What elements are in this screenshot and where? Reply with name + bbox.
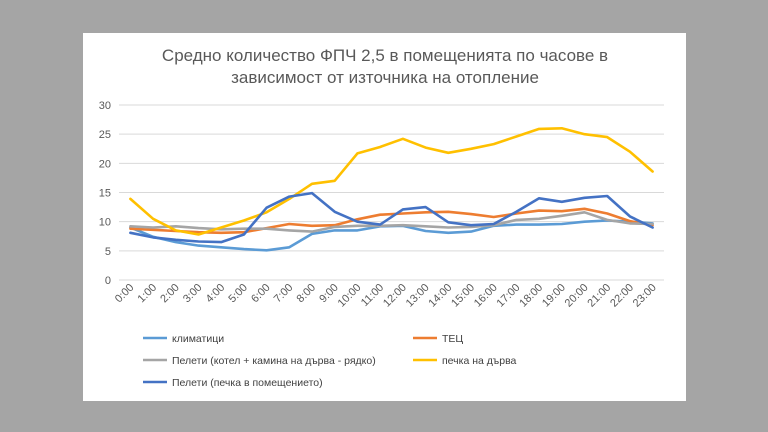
legend-entry: Пелети (печка в помещението)	[143, 377, 323, 389]
y-tick-label: 0	[105, 275, 111, 287]
x-tick-label: 4:00	[204, 282, 228, 306]
series-line-1	[129, 207, 654, 235]
x-tick-label: 21:00	[585, 282, 613, 310]
x-tick-label: 19:00	[540, 282, 568, 310]
legend-entry: Пелети (котел + камина на дърва - рядко)	[143, 355, 376, 367]
x-tick-label: 11:00	[359, 282, 386, 309]
x-tick-label: 2:00	[158, 282, 182, 306]
x-tick-label: 17:00	[495, 282, 523, 310]
y-tick-label: 5	[105, 246, 111, 258]
y-tick-label: 10	[99, 217, 111, 229]
x-tick-label: 7:00	[272, 282, 296, 306]
x-tick-label: 0:00	[113, 282, 137, 306]
legend-label: печка на дърва	[442, 355, 517, 367]
chart-title-line-2: зависимост от източника на отопление	[231, 68, 539, 87]
x-tick-label: 16:00	[472, 282, 500, 310]
legend-label: Пелети (котел + камина на дърва - рядко)	[172, 355, 376, 367]
legend-label: ТЕЦ	[442, 333, 463, 345]
series-line-4	[129, 191, 654, 244]
series-line-3	[129, 127, 654, 236]
legend: климатици ТЕЦ Пелети (котел + камина на дъ…	[143, 333, 517, 389]
x-tick-label: 22:00	[608, 282, 636, 310]
x-axis-ticks: 0:00 1:00 2:00 3:00 4:00 5:00 6:00 7:00 8:00 9:00…	[113, 282, 659, 310]
y-tick-label: 15	[99, 188, 111, 200]
y-tick-label: 20	[99, 158, 111, 170]
x-tick-label: 6:00	[249, 282, 273, 306]
series-lines	[129, 127, 654, 252]
x-tick-label: 3:00	[181, 282, 205, 306]
y-axis-ticks: 0 5 10 15 20 25 30	[99, 100, 111, 287]
legend-entry: печка на дърва	[413, 355, 517, 367]
chart-title-line-1: Средно количество ФПЧ 2,5 в помещенията …	[162, 46, 608, 65]
x-tick-label: 12:00	[381, 282, 409, 310]
gridlines	[119, 104, 664, 281]
x-tick-label: 18:00	[517, 282, 545, 310]
chart-card: Средно количество ФПЧ 2,5 в помещенията …	[83, 33, 686, 401]
x-tick-label: 5:00	[226, 282, 250, 306]
x-tick-label: 10:00	[336, 282, 364, 310]
legend-entry: ТЕЦ	[413, 333, 463, 345]
x-tick-label: 1:00	[136, 282, 160, 306]
x-tick-label: 13:00	[404, 282, 432, 310]
x-tick-label: 15:00	[449, 282, 477, 310]
legend-entry: климатици	[143, 333, 224, 345]
legend-label: Пелети (печка в помещението)	[172, 377, 323, 389]
line-chart: Средно количество ФПЧ 2,5 в помещенията …	[99, 46, 664, 389]
x-tick-label: 8:00	[295, 282, 319, 306]
x-tick-label: 20:00	[563, 282, 591, 310]
x-tick-label: 23:00	[631, 282, 659, 310]
x-tick-label: 14:00	[426, 282, 454, 310]
legend-label: климатици	[172, 333, 224, 345]
y-tick-label: 25	[99, 129, 111, 141]
y-tick-label: 30	[99, 100, 111, 112]
